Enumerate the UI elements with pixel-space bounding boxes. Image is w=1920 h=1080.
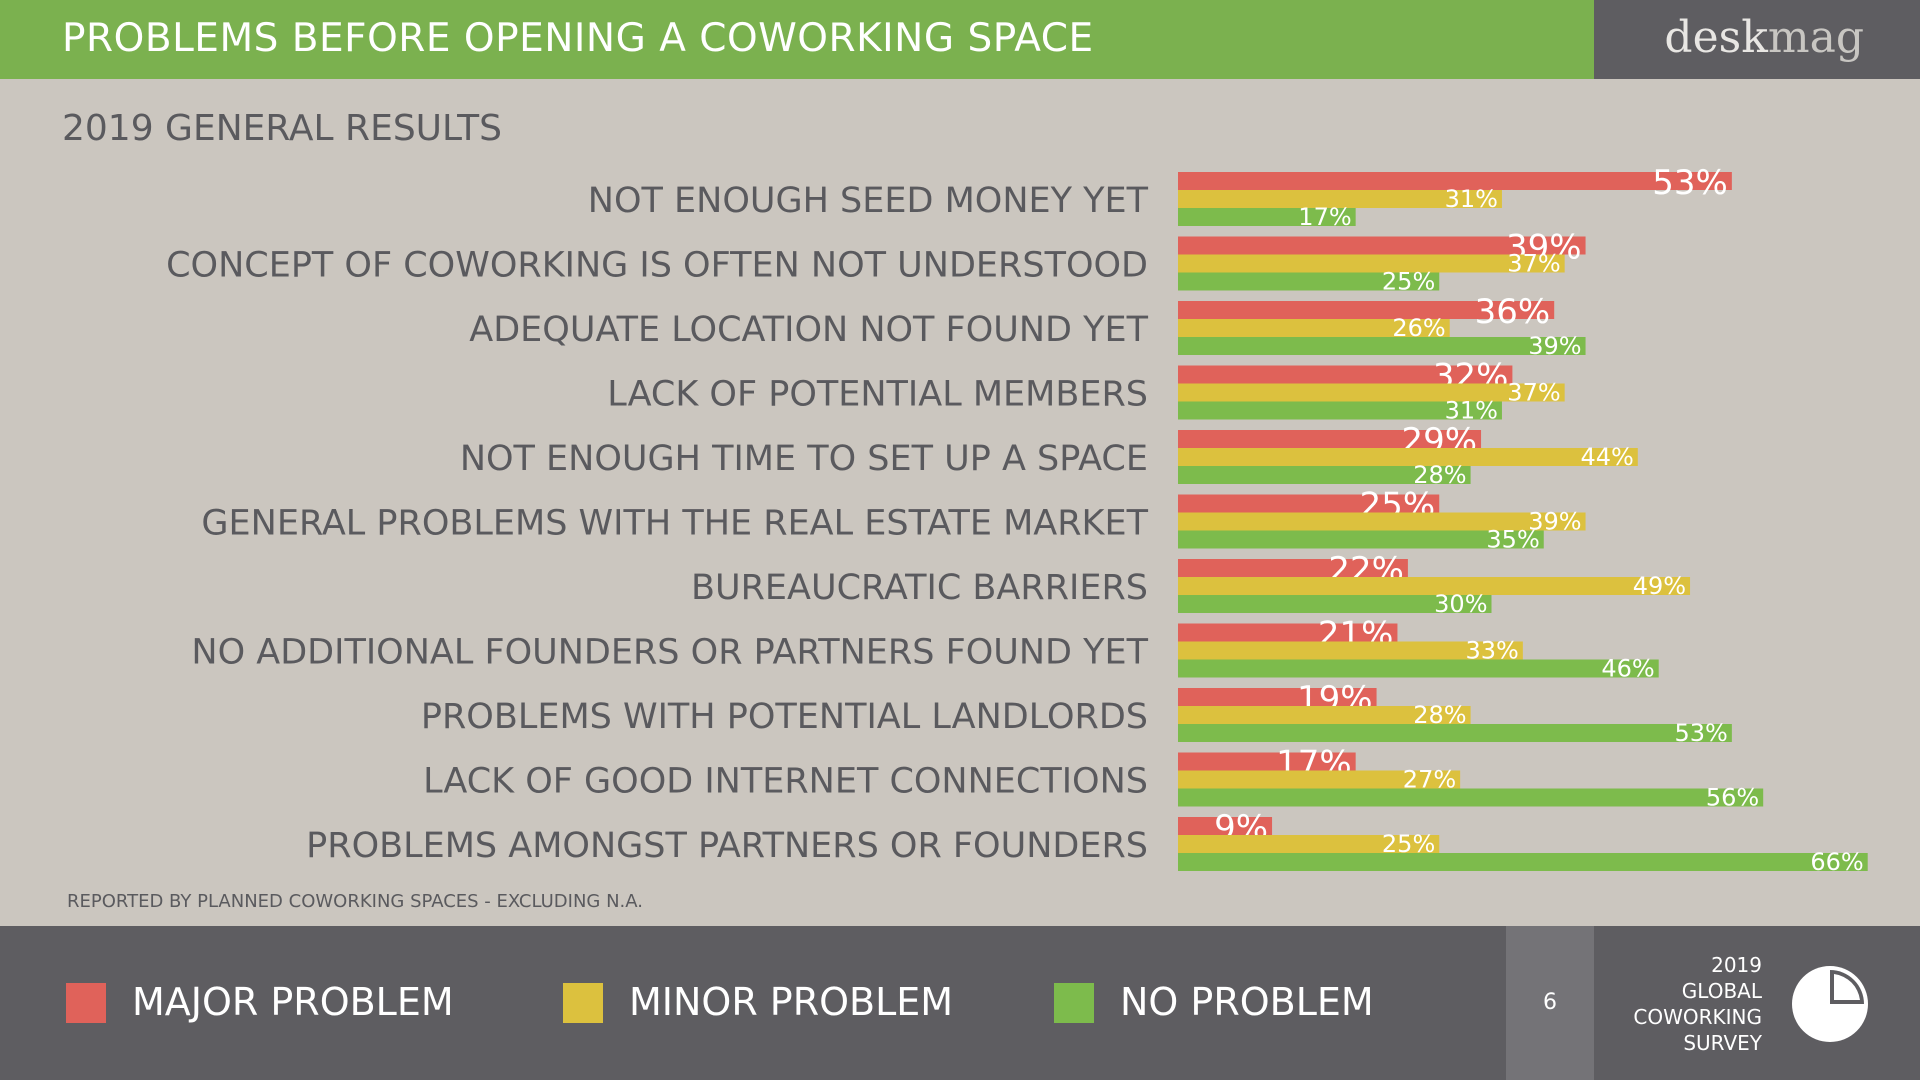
data-label-no-problem: 39%	[1528, 332, 1581, 360]
data-label-no-problem: 35%	[1486, 526, 1539, 554]
bar-no-problem	[1178, 724, 1732, 742]
data-label-minor-problem: 37%	[1507, 379, 1560, 407]
data-label-no-problem: 56%	[1706, 784, 1759, 812]
brand-logo: deskmag	[1664, 12, 1864, 63]
category-label: PROBLEMS WITH POTENTIAL LANDLORDS	[421, 697, 1148, 737]
bar-no-problem	[1178, 530, 1544, 549]
category-label: GENERAL PROBLEMS WITH THE REAL ESTATE MA…	[201, 504, 1148, 544]
data-label-major-problem: 36%	[1475, 292, 1551, 332]
category-label: NOT ENOUGH TIME TO SET UP A SPACE	[460, 439, 1148, 479]
bar-no-problem	[1178, 337, 1586, 355]
legend-swatch-none	[1054, 983, 1094, 1023]
brand-logo-part2: mag	[1767, 12, 1864, 63]
bar-major-problem	[1178, 430, 1482, 448]
legend-label-major: MAJOR PROBLEM	[132, 980, 454, 1024]
legend-swatch-major	[66, 983, 106, 1023]
bar-minor-problem	[1178, 190, 1502, 208]
bar-major-problem	[1178, 236, 1586, 255]
bar-no-problem	[1178, 853, 1868, 871]
bar-no-problem	[1178, 788, 1764, 807]
bar-minor-problem	[1178, 319, 1450, 337]
bar-chart: NOT ENOUGH SEED MONEY YET 53% 31% 17% CONCEP…	[166, 163, 1868, 876]
category-label: PROBLEMS AMONGST PARTNERS OR FOUNDERS	[306, 826, 1148, 866]
bar-no-problem	[1178, 466, 1471, 484]
bar-major-problem	[1178, 172, 1732, 190]
survey-line-coworking: COWORKING	[1633, 1005, 1762, 1029]
bar-minor-problem	[1178, 254, 1565, 273]
bar-no-problem	[1178, 595, 1492, 613]
bar-major-problem	[1178, 559, 1408, 577]
data-label-major-problem: 53%	[1652, 163, 1728, 203]
bar-minor-problem	[1178, 835, 1440, 853]
chart-subtitle: 2019 GENERAL RESULTS	[62, 108, 502, 149]
data-label-no-problem: 53%	[1675, 719, 1728, 747]
survey-title: 2019 GLOBAL COWORKING SURVEY	[1633, 952, 1762, 1056]
bar-major-problem	[1178, 817, 1273, 835]
survey-line-global: GLOBAL	[1681, 979, 1762, 1003]
data-label-no-problem: 28%	[1413, 461, 1466, 489]
data-label-minor-problem: 44%	[1580, 443, 1633, 471]
data-label-no-problem: 66%	[1810, 848, 1863, 876]
data-label-no-problem: 30%	[1434, 590, 1487, 618]
bar-minor-problem	[1178, 641, 1523, 660]
footer: MAJOR PROBLEM MINOR PROBLEM NO PROBLEM 6…	[0, 926, 1920, 1080]
data-label-minor-problem: 49%	[1633, 572, 1686, 600]
legend-label-minor: MINOR PROBLEM	[629, 980, 954, 1024]
bar-minor-problem	[1178, 706, 1471, 724]
data-label-no-problem: 25%	[1382, 268, 1435, 296]
bar-major-problem	[1178, 623, 1398, 642]
page-number: 6	[1543, 990, 1557, 1015]
bar-no-problem	[1178, 401, 1502, 420]
bar-major-problem	[1178, 301, 1555, 319]
survey-badge: 2019 GLOBAL COWORKING SURVEY	[1594, 926, 1920, 1080]
bar-major-problem	[1178, 494, 1440, 513]
brand-logo-part1: desk	[1664, 12, 1768, 63]
category-label: NOT ENOUGH SEED MONEY YET	[588, 181, 1149, 221]
survey-line-survey: SURVEY	[1683, 1031, 1762, 1055]
category-label: LACK OF POTENTIAL MEMBERS	[607, 375, 1148, 415]
legend-label-none: NO PROBLEM	[1120, 980, 1374, 1024]
bar-minor-problem	[1178, 512, 1586, 531]
category-label: BUREAUCRATIC BARRIERS	[691, 568, 1148, 608]
title-bar: PROBLEMS BEFORE OPENING A COWORKING SPAC…	[0, 0, 1594, 79]
data-label-minor-problem: 37%	[1507, 250, 1560, 278]
bar-no-problem	[1178, 272, 1440, 291]
page-number-box: 6	[1506, 926, 1594, 1080]
chart-footnote: REPORTED BY PLANNED COWORKING SPACES - E…	[67, 891, 643, 912]
data-label-no-problem: 46%	[1601, 655, 1654, 683]
category-label: LACK OF GOOD INTERNET CONNECTIONS	[423, 762, 1148, 802]
bar-minor-problem	[1178, 770, 1461, 789]
bar-major-problem	[1178, 365, 1513, 384]
bar-major-problem	[1178, 688, 1377, 706]
data-label-no-problem: 31%	[1445, 397, 1498, 425]
data-label-minor-problem: 31%	[1445, 185, 1498, 213]
brand-bar: deskmag	[1594, 0, 1920, 79]
pie-chart-icon	[1792, 966, 1868, 1042]
data-label-no-problem: 17%	[1298, 203, 1351, 231]
bar-minor-problem	[1178, 448, 1638, 466]
bar-no-problem	[1178, 208, 1356, 226]
survey-line-year: 2019	[1711, 953, 1762, 977]
bar-major-problem	[1178, 752, 1356, 771]
bar-minor-problem	[1178, 383, 1565, 402]
bar-minor-problem	[1178, 577, 1691, 595]
category-label: NO ADDITIONAL FOUNDERS OR PARTNERS FOUND…	[191, 633, 1148, 673]
category-label: ADEQUATE LOCATION NOT FOUND YET	[469, 310, 1148, 350]
bar-no-problem	[1178, 659, 1659, 678]
category-label: CONCEPT OF COWORKING IS OFTEN NOT UNDERS…	[166, 246, 1148, 286]
legend-swatch-minor	[563, 983, 603, 1023]
page-title: PROBLEMS BEFORE OPENING A COWORKING SPAC…	[62, 16, 1094, 61]
